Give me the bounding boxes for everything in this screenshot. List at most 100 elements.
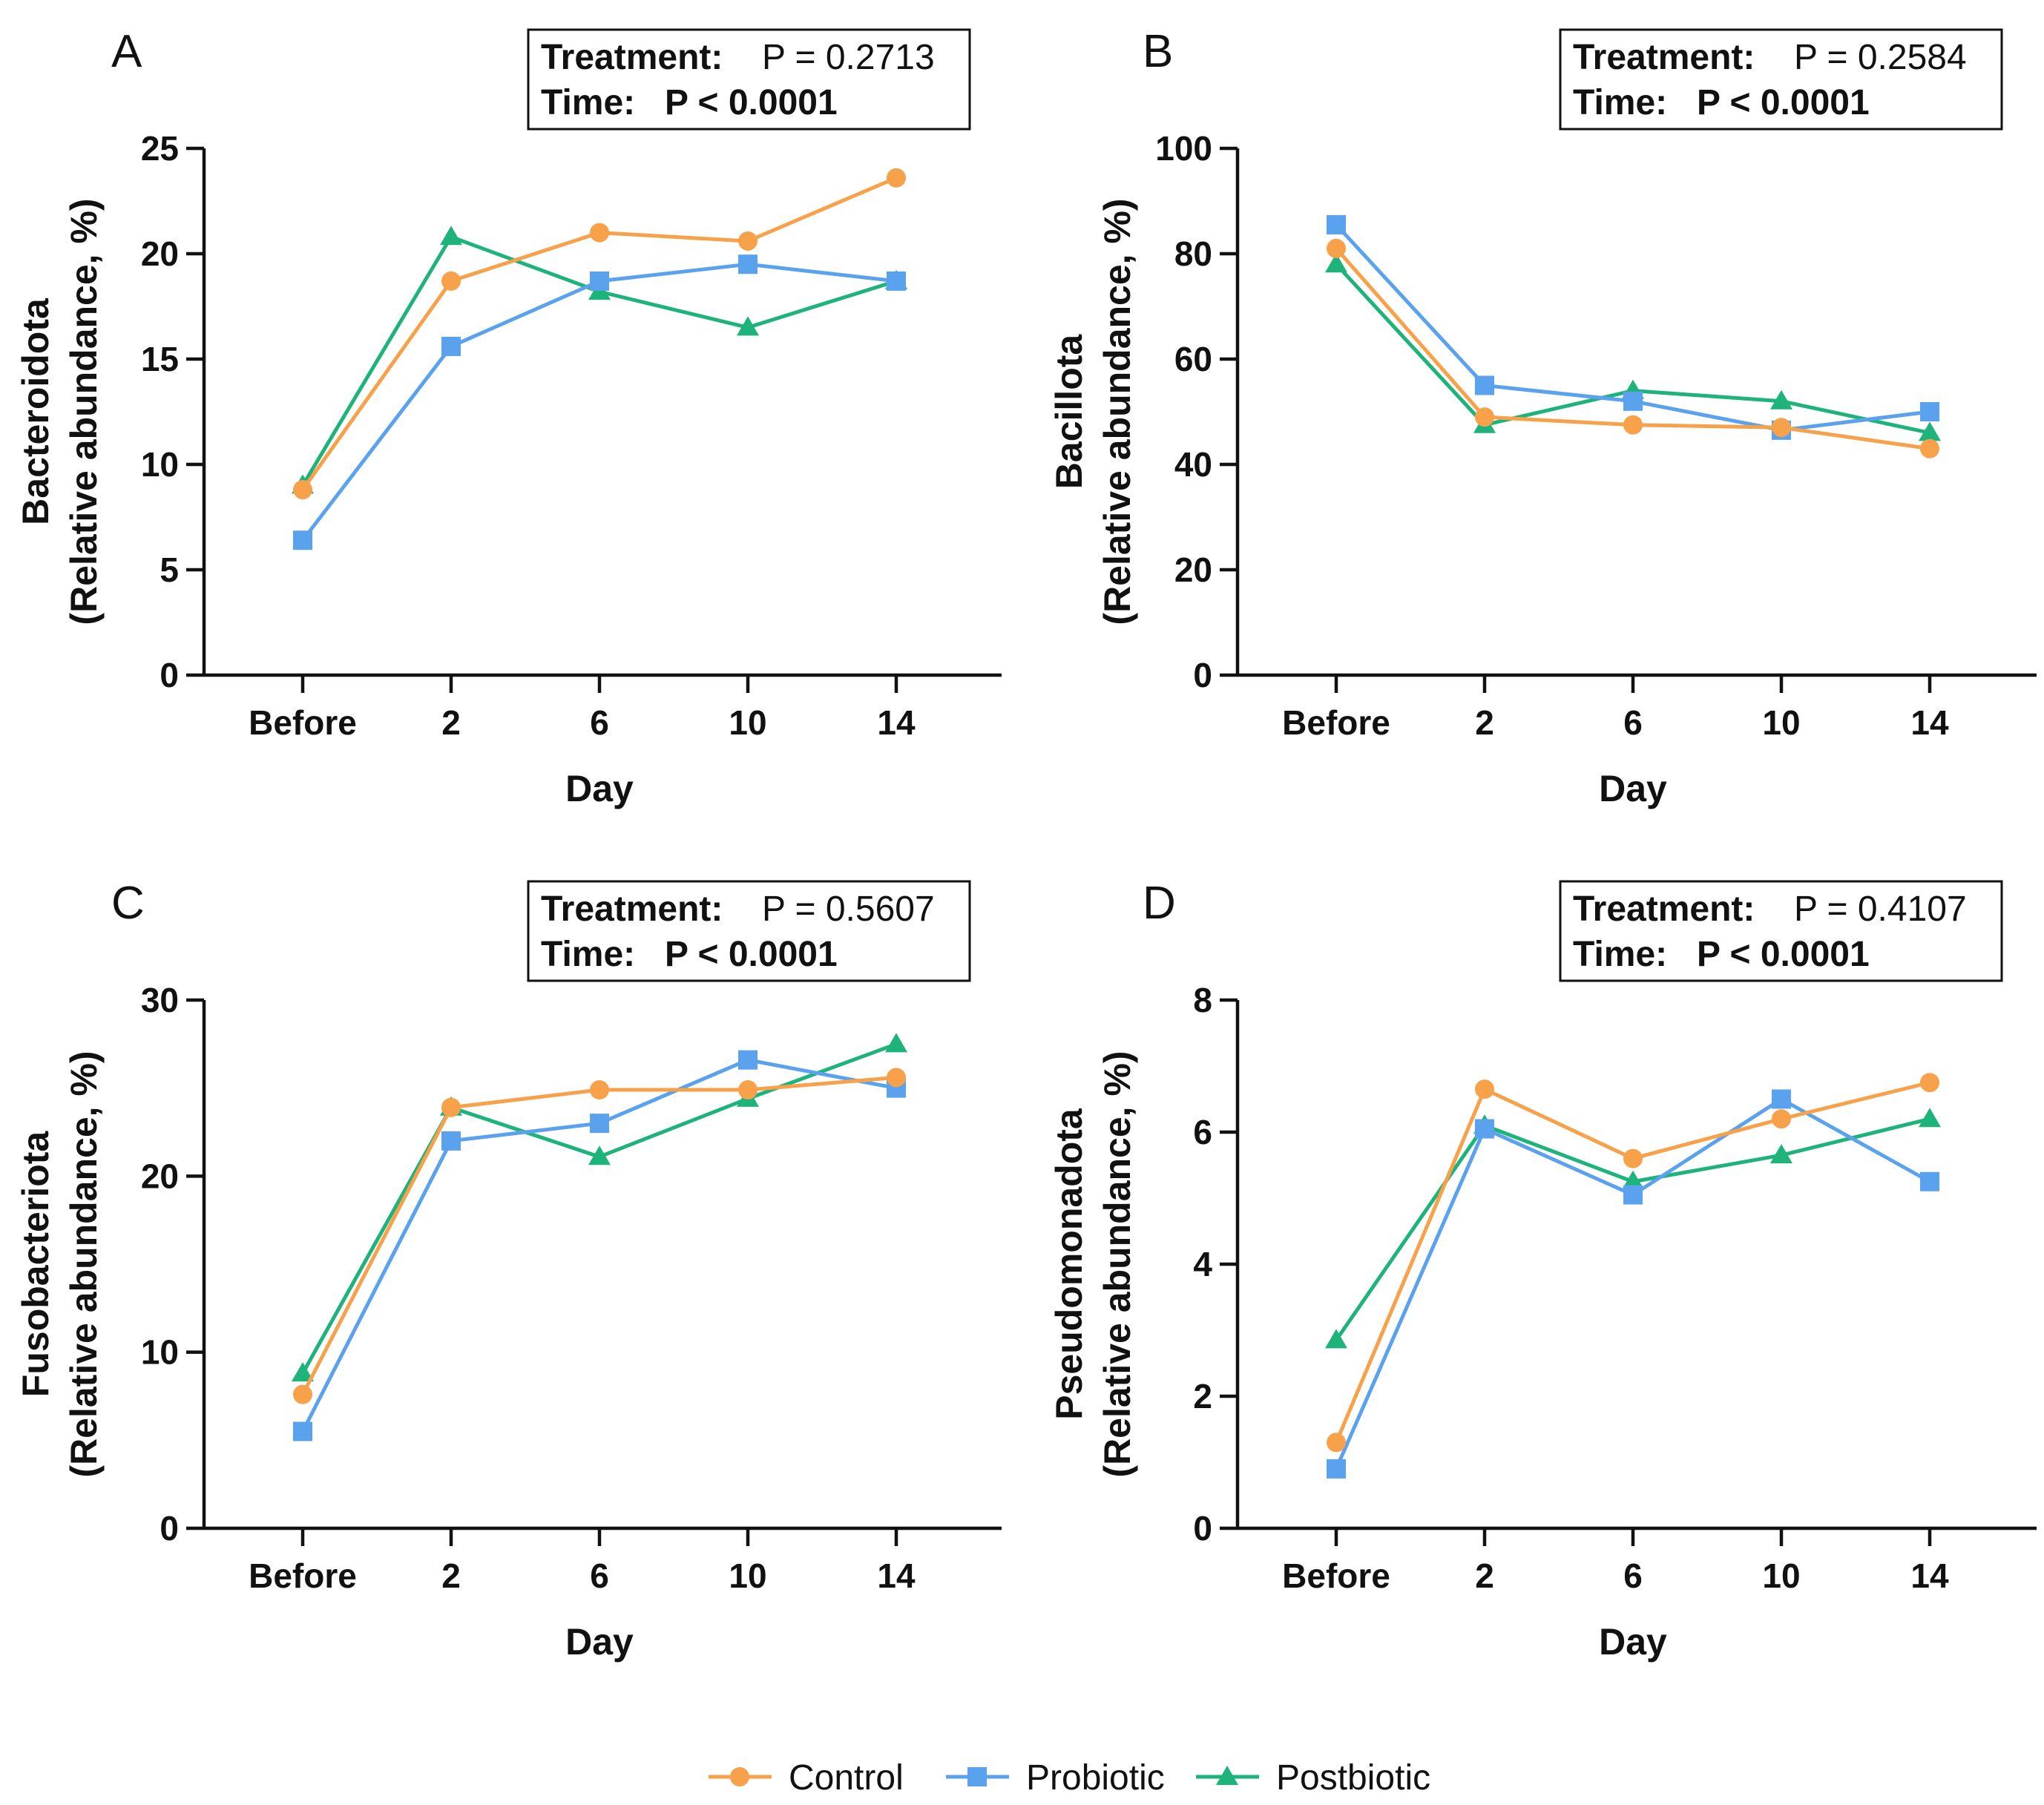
x-tick-label: Before [249,703,357,742]
data-point-probiotic [441,336,461,356]
x-tick-label: 14 [1910,1556,1949,1595]
series-probiotic [293,1050,906,1441]
panel-d: D Treatment: P = 0.4107 Time: P < 0.0001 0 2 4 6… [1048,878,2037,1663]
treatment-label: Treatment: [541,38,723,77]
series-line-probiotic [301,262,897,542]
x-tick-label: 2 [441,703,461,742]
data-point-postbiotic [885,1033,907,1053]
x-tick-label: 6 [590,703,609,742]
stats-box: Treatment: P = 0.2584 Time: P < 0.0001 [1559,28,2003,131]
time-label: Time: [541,83,635,122]
legend-label: Probiotic [1026,1758,1165,1798]
y-axis-subtitle: (Relative abundance, %) [63,198,105,625]
y-tick-label: 80 [1174,234,1212,273]
data-point-probiotic [1920,1171,1939,1191]
y-tick-label: 20 [141,234,179,273]
stats-box-border [527,28,971,131]
data-point-probiotic [1475,1119,1494,1139]
stats-box-border [1559,880,2003,982]
data-point-probiotic [293,530,312,550]
legend-label: Control [789,1758,904,1798]
panel-a: A Treatment: P = 0.2713 Time: P < 0.0001 0 5 10… [15,26,1002,809]
data-point-probiotic [1327,214,1346,234]
y-tick-label: 8 [1193,981,1212,1019]
legend-item-control: Control [709,1758,904,1798]
data-point-probiotic [1623,1185,1643,1205]
panel-b: B Treatment: P = 0.2584 Time: P < 0.0001 0 20 4… [1048,26,2037,809]
data-point-probiotic [887,271,906,291]
y-axis-title: Bacteroidota [15,297,56,525]
panel-letter: B [1143,26,1173,77]
legend-label: Postbiotic [1276,1758,1430,1798]
panel-letter: D [1143,878,1176,929]
data-point-control [590,223,609,243]
time-p-value: P < 0.0001 [665,935,838,974]
x-tick-label: 2 [1475,1556,1494,1595]
series-control [293,168,906,500]
data-point-control [1920,1073,1939,1093]
y-axis-subtitle: (Relative abundance, %) [63,1051,105,1477]
series-control [293,1068,906,1404]
treatment-p-value: P = 0.5607 [762,890,935,929]
legend-marker [1216,1766,1238,1785]
x-tick-label: 2 [441,1556,461,1595]
data-point-probiotic [738,1050,758,1070]
data-point-postbiotic [1919,1108,1941,1128]
data-point-control [293,480,312,500]
y-tick-label: 2 [1193,1377,1212,1416]
data-point-postbiotic [588,1145,611,1165]
legend-marker [967,1767,987,1786]
legend-item-postbiotic: Postbiotic [1196,1758,1430,1798]
data-point-control [441,271,461,291]
data-point-probiotic [1327,1459,1346,1479]
data-point-control [1623,1148,1643,1168]
y-axis-subtitle: (Relative abundance, %) [1097,198,1138,625]
x-tick-label: Before [249,1556,357,1595]
data-point-postbiotic [1622,1170,1644,1190]
data-point-probiotic [1920,402,1939,421]
data-point-probiotic [738,254,758,274]
data-point-postbiotic [440,226,462,246]
treatment-label: Treatment: [541,890,723,929]
stats-box: Treatment: P = 0.2713 Time: P < 0.0001 [527,28,971,131]
x-tick-label: 10 [1762,703,1800,742]
data-point-control [738,1080,758,1100]
y-tick-label: 40 [1174,445,1212,484]
data-point-probiotic [1475,375,1494,395]
y-tick-label: 100 [1155,129,1212,168]
stats-box-border [527,880,971,982]
data-point-postbiotic [1919,421,1941,441]
y-tick-label: 0 [160,1509,179,1548]
time-label: Time: [1573,83,1667,122]
data-point-control [887,168,906,188]
x-tick-label: 10 [729,1556,766,1595]
data-point-probiotic [1623,391,1643,411]
data-point-control [1623,415,1643,435]
data-point-probiotic [441,1131,461,1151]
y-tick-label: 6 [1193,1113,1212,1151]
series-probiotic [1327,1089,1939,1479]
y-tick-label: 0 [1193,656,1212,694]
stats-box-border [1559,28,2003,131]
data-point-postbiotic [737,316,759,336]
x-tick-label: 14 [1910,703,1949,742]
series-control [1327,1073,1939,1453]
x-tick-label: 14 [877,703,916,742]
series-postbiotic [292,226,907,494]
y-tick-label: 0 [160,656,179,694]
data-point-control [293,1384,312,1404]
treatment-label: Treatment: [1573,38,1755,77]
panel-letter: A [111,26,142,77]
series-postbiotic [292,1033,907,1382]
legend: Control Probiotic Postbiotic [709,1758,1430,1798]
time-p-value: P < 0.0001 [1697,935,1870,974]
legend-item-probiotic: Probiotic [946,1758,1165,1798]
x-axis-title: Day [1599,768,1667,809]
y-axis-title: Pseudomonadota [1048,1108,1090,1420]
data-point-probiotic [590,271,609,291]
x-tick-label: 6 [590,1556,609,1595]
y-tick-label: 5 [160,550,179,589]
data-point-control [441,1097,461,1117]
data-point-postbiotic [1325,253,1347,273]
data-point-postbiotic [1325,1329,1347,1349]
